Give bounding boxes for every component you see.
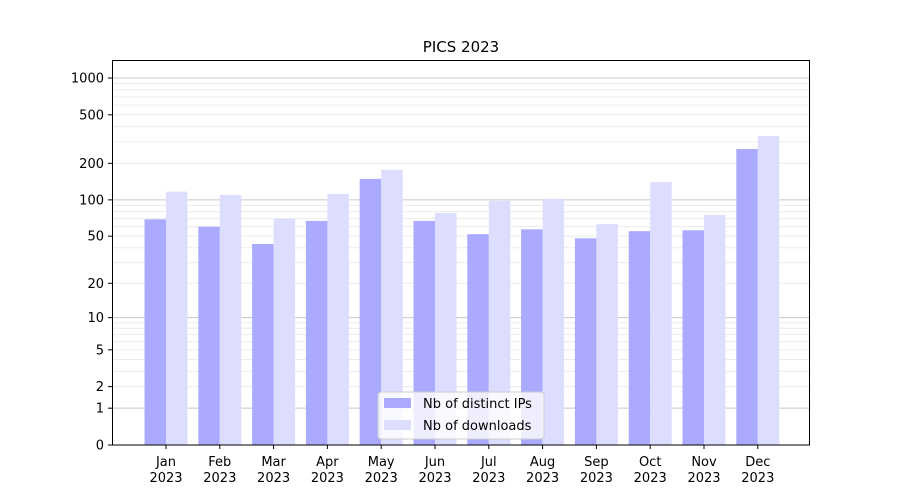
x-tick-label: Apr 2023 [311, 455, 344, 486]
bar-ips-3 [305, 220, 328, 445]
y-tick-label: 0 [96, 439, 104, 454]
bar-ips-5 [413, 220, 435, 445]
bar-downloads-3 [327, 193, 349, 445]
bar-downloads-10 [704, 214, 726, 445]
bar-downloads-5 [435, 212, 457, 445]
x-tick-label: Jan 2023 [149, 455, 182, 486]
legend-swatch-ips [384, 398, 411, 408]
x-tick-label: Nov 2023 [687, 455, 720, 486]
y-tick-label: 2 [96, 380, 104, 395]
x-tick-label: Oct 2023 [634, 455, 667, 486]
y-tick-label: 5 [96, 343, 104, 358]
x-tick-label: Jun 2023 [418, 455, 451, 486]
bar-downloads-4 [381, 169, 403, 446]
y-tick-label: 20 [87, 277, 104, 292]
legend-swatch-downloads [384, 420, 411, 430]
legend-label-ips: Nb of distinct IPs [423, 397, 532, 412]
bar-ips-2 [252, 244, 274, 445]
bar-downloads-11 [757, 136, 780, 446]
bar-downloads-1 [219, 194, 242, 445]
bar-downloads-9 [650, 182, 672, 445]
legend: Nb of distinct IPs Nb of downloads [377, 391, 545, 440]
bar-downloads-6 [488, 200, 511, 445]
bar-ips-9 [628, 231, 651, 445]
bar-ips-11 [736, 149, 758, 445]
y-tick-label: 10 [87, 311, 104, 326]
bar-ips-4 [359, 178, 382, 445]
bar-ips-0 [144, 219, 166, 445]
bar-ips-8 [574, 238, 597, 445]
bar-ips-1 [198, 226, 220, 445]
y-tick-label: 100 [79, 193, 104, 208]
y-tick-label: 500 [79, 108, 104, 123]
bar-downloads-8 [596, 224, 618, 445]
y-axis: 0 1 2 5 10 20 50 100 200 500 1000 [71, 72, 112, 454]
y-tick-label: 50 [87, 230, 104, 245]
legend-label-downloads: Nb of downloads [423, 419, 532, 434]
x-tick-label: Sep 2023 [580, 455, 613, 486]
x-tick-label: Dec 2023 [741, 455, 774, 486]
x-tick-label: Aug 2023 [526, 455, 559, 486]
chart-title: PICS 2023 [423, 38, 499, 56]
y-tick-label: 1 [96, 402, 104, 417]
bar-ips-7 [521, 229, 543, 445]
bars [144, 136, 780, 446]
bar-downloads-2 [273, 218, 296, 445]
bar-downloads-7 [542, 198, 565, 445]
x-axis: Jan 2023 Feb 2023 Mar 2023 Apr 2023 May 2023 Jun 20… [149, 445, 774, 486]
x-tick-label: Feb 2023 [203, 455, 236, 486]
bar-downloads-0 [166, 191, 188, 445]
y-tick-label: 1000 [71, 72, 104, 87]
x-tick-label: May 2023 [365, 455, 398, 486]
bar-ips-10 [682, 230, 704, 445]
x-tick-label: Jul 2023 [472, 455, 505, 486]
plot-frame [112, 60, 810, 446]
x-tick-label: Mar 2023 [257, 455, 290, 486]
legend-box [377, 391, 545, 440]
y-tick-label: 200 [79, 157, 104, 172]
